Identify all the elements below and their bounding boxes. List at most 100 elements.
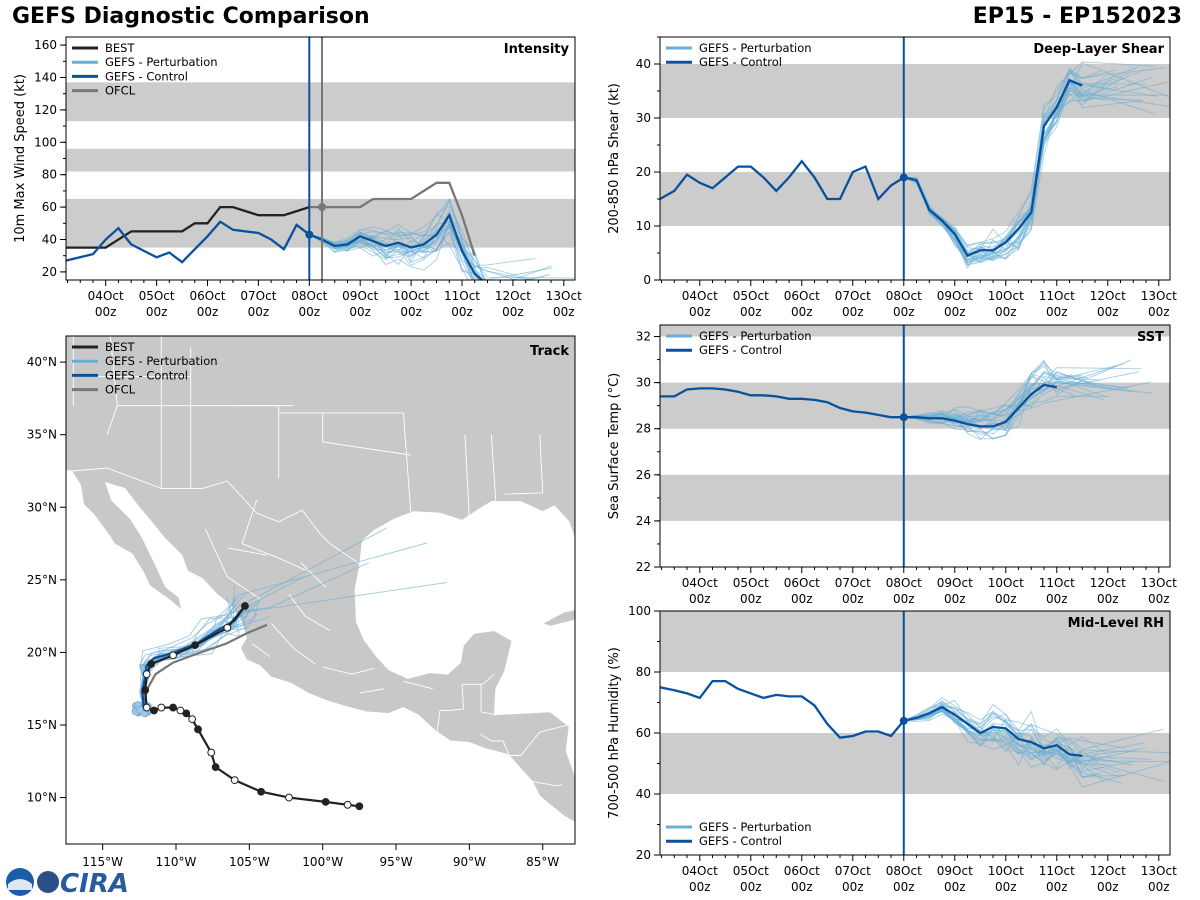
sst-band-1: [660, 382, 1170, 429]
intensity-xtick-label-day: 06Oct: [189, 289, 225, 303]
map-border: [502, 724, 568, 756]
sst-frame: [659, 324, 1171, 568]
rh-band-0: [660, 733, 1170, 794]
storm-id: EP15 - EP152023: [972, 4, 1182, 29]
sst-control-line: [660, 383, 1058, 428]
rh-xtick-label-hour: 00z: [791, 880, 813, 894]
track-legend-label: OFCL: [105, 383, 136, 397]
map-border: [479, 733, 504, 742]
intensity-ytick-label: 120: [34, 103, 57, 117]
rh-xtick-label-hour: 00z: [1148, 880, 1170, 894]
rh-xtick-label-hour: 00z: [893, 880, 915, 894]
shear-chart: 04Oct 00z 05Oct 00z 06Oct 00z 07Oct 00z 08Oct 00z…: [607, 36, 1177, 319]
intensity-xtick-label-hour: 00z: [451, 305, 473, 319]
intensity-xtick-label-hour: 00z: [400, 305, 422, 319]
rh-control-line: [660, 679, 1083, 758]
sst-xtick-label-hour: 00z: [1046, 592, 1068, 606]
shear-xtick-label-hour: 00z: [689, 305, 711, 319]
shear-perturbation-line: [903, 67, 1147, 256]
shear-perturbation-line: [903, 87, 1170, 265]
intensity-best-line: [66, 205, 310, 249]
map-border: [271, 623, 316, 665]
sst-xtick-label-hour: 00z: [1097, 592, 1119, 606]
rh-legend-label: GEFS - Perturbation: [699, 820, 812, 834]
map-border: [288, 594, 331, 631]
sst-xtick-label-day: 13Oct: [1141, 576, 1177, 590]
shear-legend-label: GEFS - Control: [699, 55, 782, 69]
sst-band-0: [660, 474, 1170, 521]
intensity-ofcl-marker: [318, 203, 327, 212]
rh-xtick-label-day: 07Oct: [835, 864, 871, 878]
map-border: [532, 781, 562, 787]
shear-xtick-label-day: 07Oct: [835, 289, 871, 303]
rh-xtick-label-hour: 00z: [1097, 880, 1119, 894]
rh-legend-label: GEFS - Control: [699, 834, 782, 848]
track-xtick-label: 90°W: [453, 855, 486, 869]
track-best-point: [207, 748, 216, 757]
map-border: [204, 528, 260, 600]
intensity-xtick-label-day: 09Oct: [342, 289, 378, 303]
track-best-point: [211, 763, 220, 771]
track-ofcl-line: [142, 623, 268, 708]
track-best-point: [176, 706, 185, 715]
intensity-xtick-label-day: 10Oct: [393, 289, 429, 303]
sst-ytick-label: 22: [636, 560, 651, 574]
track-xtick-label: 105°W: [229, 855, 270, 869]
track-best-point: [150, 706, 158, 715]
rh-xtick-label-hour: 00z: [740, 880, 762, 894]
track-plot-area: [66, 336, 575, 824]
sst-xtick-label-hour: 00z: [740, 592, 762, 606]
map-border: [322, 666, 375, 675]
intensity-xtick-label-hour: 00z: [299, 305, 321, 319]
shear-xtick-label-hour: 00z: [995, 305, 1017, 319]
intensity-xtick-label-day: 11Oct: [444, 289, 480, 303]
sst-init-marker: [899, 413, 908, 422]
sst-chart: 04Oct 00z 05Oct 00z 06Oct 00z 07Oct 00z 08Oct 00z…: [607, 324, 1177, 606]
shear-xtick-label-day: 13Oct: [1141, 289, 1177, 303]
sst-ytick-label: 30: [636, 376, 651, 390]
intensity-perturbation-line: [309, 219, 474, 280]
shear-perturbation-line: [903, 81, 1168, 262]
shear-xtick-label-hour: 00z: [842, 305, 864, 319]
shear-xtick-label-day: 09Oct: [937, 289, 973, 303]
cira-globe-icon: [37, 871, 59, 893]
track-best-point: [355, 802, 364, 811]
rh-perturbation-line: [903, 700, 1133, 766]
sst-xtick-label-day: 10Oct: [988, 576, 1024, 590]
rh-title: Mid-Level RH: [1068, 616, 1164, 631]
sst-xtick-label-day: 07Oct: [835, 576, 871, 590]
sst-xtick-label-day: 08Oct: [886, 576, 922, 590]
sst-xtick-label-day: 05Oct: [733, 576, 769, 590]
intensity-perturbation-line: [309, 214, 518, 280]
rh-perturbation-line: [903, 703, 1099, 778]
intensity-perturbation-line: [309, 222, 473, 280]
intensity-legend-label: GEFS - Perturbation: [105, 55, 218, 69]
map-border: [480, 684, 496, 716]
track-best-point: [223, 623, 232, 632]
map-border: [359, 688, 385, 694]
intensity-control-line: [66, 212, 484, 280]
rh-plot-area: [660, 611, 1170, 855]
sst-perturbation-line: [903, 382, 1139, 427]
rh-xtick-label-hour: 00z: [689, 880, 711, 894]
intensity-xtick-label-hour: 00z: [197, 305, 219, 319]
track-best-point: [241, 602, 249, 610]
track-best-point: [194, 725, 202, 734]
land-cuba: [541, 609, 575, 627]
rh-xtick-label-hour: 00z: [944, 880, 966, 894]
sst-legend-label: GEFS - Perturbation: [699, 329, 812, 343]
intensity-band-1: [66, 148, 575, 172]
intensity-title: Intensity: [504, 42, 570, 57]
track-xtick-label: 110°W: [156, 855, 197, 869]
rh-ytick-label: 40: [636, 787, 651, 801]
rh-band-1: [660, 611, 1170, 672]
sst-xtick-label-hour: 00z: [689, 592, 711, 606]
track-legend-label: GEFS - Control: [105, 368, 188, 382]
shear-plot-area: [660, 37, 1170, 280]
rh-xtick-label-day: 11Oct: [1039, 864, 1075, 878]
intensity-xtick-label-day: 12Oct: [495, 289, 531, 303]
shear-ytick-label: 10: [636, 219, 651, 233]
rh-ytick-label: 20: [636, 848, 651, 862]
track-best-point: [285, 793, 293, 802]
rh-ylabel: 700-500 hPa Humidity (%): [607, 647, 622, 819]
